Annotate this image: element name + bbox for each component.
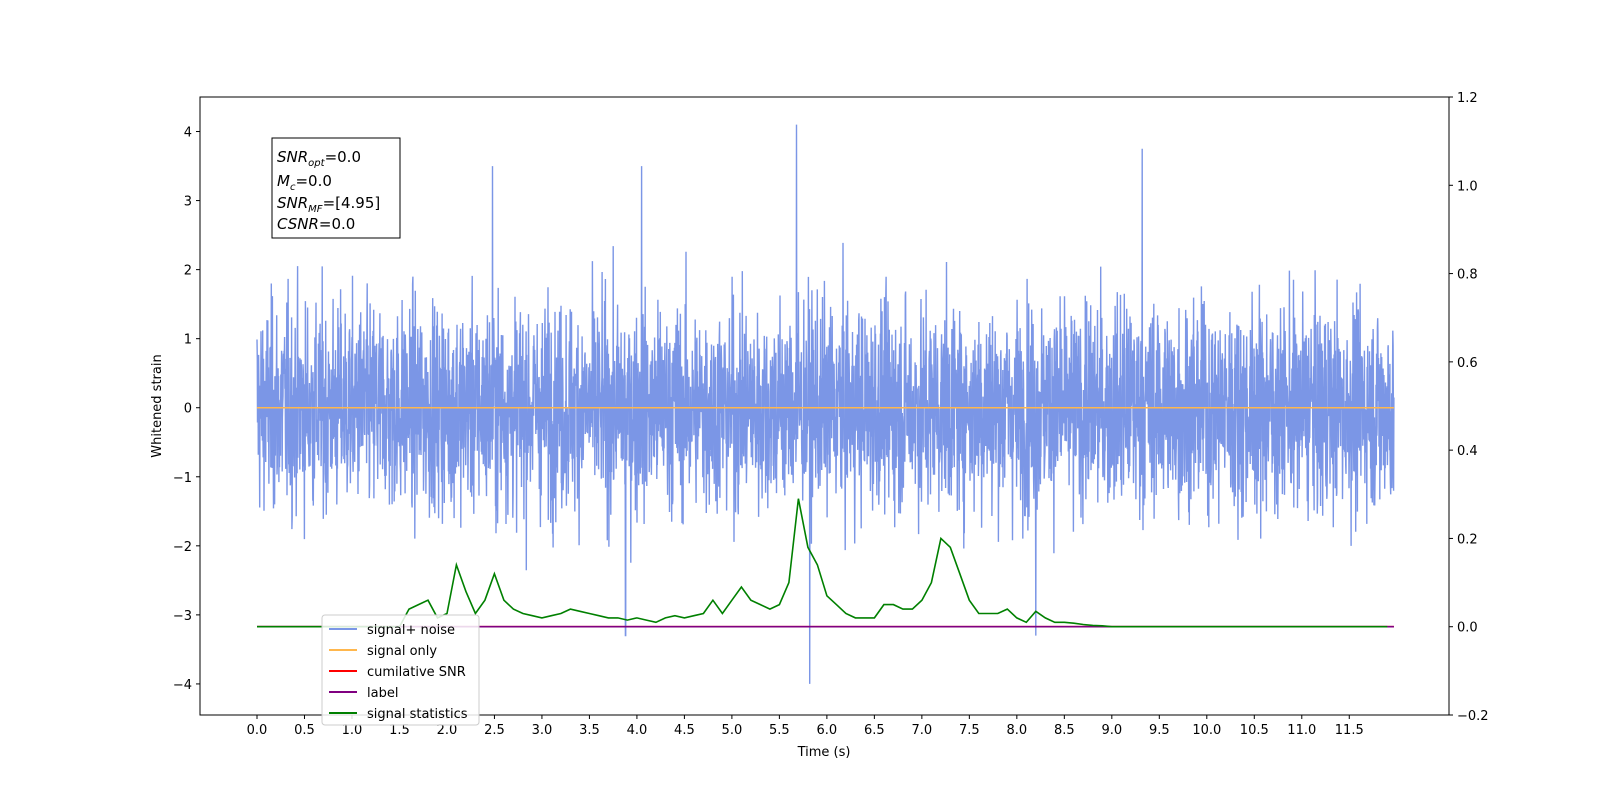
y2-axis-ticks: 1.2 1.0 0.8 0.6 0.4 0.2 0.0 −0.2: [1449, 91, 1489, 724]
x-tick-label: 11.0: [1287, 723, 1316, 738]
x-tick-label: 5.5: [769, 723, 790, 738]
x-tick-label: 7.0: [912, 723, 933, 738]
x-axis-ticks: 0.0 0.5 1.0 1.5 2.0 2.5 3.0 3.5 4.0 4.5 5.0 5.5 6.0 6…: [247, 715, 1364, 738]
y2-tick-label: 0.4: [1457, 444, 1478, 459]
y-tick-label: −1: [173, 471, 192, 486]
y-tick-label: 3: [184, 195, 192, 210]
y-tick-label: 0: [184, 402, 192, 417]
legend-label: label: [367, 686, 398, 701]
x-tick-label: 3.5: [579, 723, 600, 738]
x-tick-label: 3.0: [532, 723, 553, 738]
x-tick-label: 4.5: [674, 723, 695, 738]
stat-csnr: CSNR=0.0: [277, 215, 355, 233]
x-tick-label: 10.0: [1192, 723, 1221, 738]
x-tick-label: 4.0: [627, 723, 648, 738]
x-tick-label: 0.0: [247, 723, 268, 738]
y-tick-label: −2: [173, 540, 192, 555]
x-tick-label: 6.0: [817, 723, 838, 738]
y-axis-label: Whitened strain: [150, 354, 165, 457]
y2-tick-label: −0.2: [1457, 709, 1489, 724]
legend-frame: [321, 614, 480, 726]
legend-label: signal+ noise: [367, 623, 455, 638]
x-tick-label: 2.0: [437, 723, 458, 738]
y2-tick-label: 0.0: [1457, 621, 1478, 636]
series-line-signal-noise: [256, 124, 1395, 684]
x-tick-label: 2.5: [484, 723, 505, 738]
legend-label: signal statistics: [367, 707, 468, 722]
y2-tick-label: 0.6: [1457, 356, 1478, 371]
y2-tick-label: 0.2: [1457, 532, 1478, 547]
y-tick-label: −3: [173, 609, 192, 624]
axes-frame: [199, 96, 1450, 716]
x-tick-label: 7.5: [959, 723, 980, 738]
y-tick-label: 2: [184, 264, 192, 279]
x-tick-label: 9.0: [1101, 723, 1122, 738]
y-axis-ticks: 4 3 2 1 0 −1 −2 −3 −4: [173, 126, 200, 693]
x-tick-label: 1.0: [342, 723, 363, 738]
x-axis-label: Time (s): [797, 745, 851, 760]
x-tick-label: 5.0: [722, 723, 743, 738]
series-line-signal-statistics: [257, 498, 1388, 628]
x-tick-label: 6.5: [864, 723, 885, 738]
legend-label: signal only: [367, 644, 437, 659]
y-tick-label: 1: [184, 333, 192, 348]
x-tick-label: 8.0: [1006, 723, 1027, 738]
stats-box: SNRopt=0.0 Mc=0.0 SNRMF=[4.95] CSNR=0.0: [271, 137, 401, 239]
stats-box-frame: [271, 137, 401, 239]
y2-tick-label: 1.0: [1457, 179, 1478, 194]
x-tick-label: 0.5: [294, 723, 315, 738]
y-tick-label: −4: [173, 678, 192, 693]
x-tick-label: 10.5: [1240, 723, 1269, 738]
legend: signal+ noise signal only cumilative SNR la…: [321, 614, 480, 726]
x-tick-label: 9.5: [1149, 723, 1170, 738]
x-tick-label: 11.5: [1335, 723, 1364, 738]
x-tick-label: 1.5: [389, 723, 410, 738]
y2-tick-label: 1.2: [1457, 91, 1478, 106]
legend-label: cumilative SNR: [367, 665, 466, 680]
x-tick-label: 8.5: [1054, 723, 1075, 738]
y2-tick-label: 0.8: [1457, 268, 1478, 283]
y-tick-label: 4: [184, 126, 192, 141]
stat-mc: Mc=0.0: [277, 172, 332, 193]
stat-snr-mf: SNRMF=[4.95]: [277, 194, 380, 215]
stat-snr-opt: SNRopt=0.0: [277, 148, 361, 169]
